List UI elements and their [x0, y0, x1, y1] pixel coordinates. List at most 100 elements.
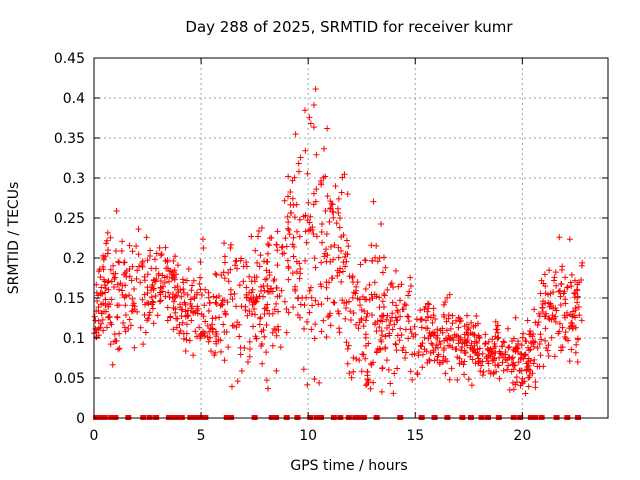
- data-point: [149, 301, 156, 308]
- data-point: [312, 297, 319, 304]
- y-tick-label: 0.4: [63, 91, 85, 107]
- data-point: [242, 307, 249, 314]
- data-point: [319, 239, 326, 246]
- data-point: [389, 326, 396, 333]
- data-point: [122, 269, 129, 276]
- data-point: [200, 244, 207, 251]
- data-point: [536, 310, 543, 317]
- data-point: [101, 281, 108, 288]
- data-point: [422, 303, 429, 310]
- data-point: [107, 319, 114, 326]
- data-point: [289, 241, 296, 248]
- data-point: [424, 308, 431, 315]
- data-point: [568, 283, 575, 290]
- data-point: [476, 335, 483, 342]
- data-point: [399, 347, 406, 354]
- data-point: [295, 294, 302, 301]
- data-point: [368, 242, 375, 249]
- data-point: [311, 335, 318, 342]
- data-point: [322, 207, 329, 214]
- data-point: [536, 340, 543, 347]
- data-point: [144, 317, 151, 324]
- data-point: [390, 284, 397, 291]
- data-point: [246, 273, 253, 280]
- data-point: [379, 298, 386, 305]
- data-point: [394, 365, 401, 372]
- data-point: [335, 210, 342, 217]
- data-point: [176, 321, 183, 328]
- data-point: [461, 358, 468, 365]
- data-point: [262, 276, 269, 283]
- data-point: [301, 107, 308, 114]
- data-point: [170, 258, 177, 265]
- data-point: [149, 305, 156, 312]
- data-point: [274, 228, 281, 235]
- data-point: [117, 280, 124, 287]
- data-point: [442, 299, 449, 306]
- data-point: [518, 351, 525, 358]
- data-point: [492, 318, 499, 325]
- data-point: [261, 287, 268, 294]
- data-point: [116, 345, 123, 352]
- data-point: [461, 349, 468, 356]
- data-point: [539, 309, 546, 316]
- data-point: [213, 300, 220, 307]
- data-point: [145, 300, 152, 307]
- data-point: [384, 357, 390, 364]
- data-point: [559, 263, 566, 270]
- data-point: [320, 317, 327, 324]
- data-point: [248, 289, 255, 296]
- data-point: [444, 358, 451, 365]
- data-point: [403, 302, 410, 309]
- data-point: [137, 279, 144, 286]
- data-point: [473, 313, 480, 320]
- data-point: [506, 343, 513, 350]
- data-point: [378, 313, 385, 320]
- data-point: [295, 168, 302, 175]
- data-point: [264, 307, 271, 314]
- data-point: [335, 308, 342, 315]
- data-point: [150, 285, 157, 292]
- data-point: [513, 344, 520, 351]
- data-point: [568, 271, 575, 278]
- data-point: [313, 186, 320, 193]
- data-point: [293, 201, 300, 208]
- data-point: [534, 363, 541, 370]
- data-point: [295, 160, 302, 167]
- data-point: [126, 242, 133, 249]
- data-point: [548, 316, 555, 323]
- data-point: [451, 331, 458, 338]
- data-point: [397, 325, 404, 332]
- data-point: [311, 376, 318, 383]
- data-point: [362, 286, 369, 293]
- data-point: [126, 316, 133, 323]
- data-point: [241, 344, 248, 351]
- data-point: [108, 321, 115, 328]
- data-point: [376, 304, 383, 311]
- x-tick-labels: 0 5 10 15 20: [90, 428, 532, 444]
- data-point: [479, 350, 486, 357]
- data-point: [338, 278, 345, 285]
- data-point: [290, 253, 297, 260]
- data-point: [352, 290, 359, 297]
- data-point: [390, 390, 397, 397]
- data-point: [285, 225, 292, 232]
- data-point: [508, 355, 515, 362]
- data-point: [144, 290, 151, 297]
- data-point: [484, 345, 491, 352]
- data-point: [429, 319, 436, 326]
- data-point: [139, 296, 146, 303]
- data-point: [318, 283, 325, 290]
- data-point: [512, 381, 519, 388]
- data-point: [493, 326, 500, 333]
- data-point: [119, 238, 126, 245]
- data-point: [377, 346, 384, 353]
- data-point: [227, 241, 234, 248]
- data-point: [130, 286, 137, 293]
- data-point: [102, 296, 109, 303]
- data-point: [95, 332, 102, 339]
- data-point: [238, 303, 245, 310]
- data-point: [537, 290, 544, 297]
- data-point: [174, 315, 181, 322]
- data-point: [356, 357, 363, 364]
